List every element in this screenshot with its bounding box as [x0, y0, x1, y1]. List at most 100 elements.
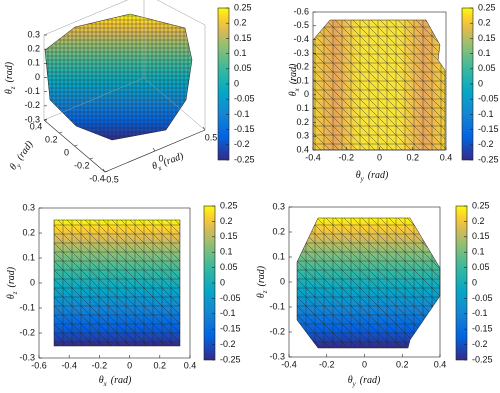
- x-tick-label: 0.4: [434, 359, 447, 369]
- x-tick-label: -0.6: [31, 360, 47, 370]
- colorbar-tick-label: -0.05: [478, 94, 499, 104]
- x-tick-label: -0.4: [281, 359, 297, 369]
- y-axis-label: θx (rad): [288, 63, 300, 96]
- y-tick-label: -0.3: [269, 351, 285, 361]
- y-axis-label-unit: (rad): [288, 63, 299, 84]
- colorbar-tick-label: 0.2: [472, 216, 485, 226]
- x-tick-label: 0.4: [440, 152, 453, 162]
- y-axis-label-symbol: θ: [256, 293, 267, 298]
- x-tick: [152, 147, 156, 152]
- colorbar-tick-label: 0.05: [220, 262, 238, 272]
- colorbar-tick-label: -0.1: [220, 308, 236, 318]
- x-tick-label: 0.2: [154, 360, 167, 370]
- x-tick-label: -0.2: [319, 359, 335, 369]
- y-tick-label: 0.3: [272, 201, 285, 211]
- x-tick-label: 0.5: [205, 132, 218, 142]
- colorbar-tick-label: 0.15: [220, 231, 238, 241]
- colorbar-tick-label: 0.25: [234, 2, 252, 12]
- y-axis-label-unit: (rad): [6, 266, 17, 287]
- colorbar-tick-label: 0.25: [472, 200, 490, 210]
- y-tick-label: 0.4: [30, 121, 43, 131]
- y-axis-label-sub: y: [14, 161, 23, 170]
- y-tick-label: 0.4: [296, 144, 309, 154]
- colorbar-tick-label: 0.2: [478, 18, 491, 28]
- colorbar-tick-label: -0.1: [234, 109, 250, 119]
- x-axis-label: θx(rad): [99, 375, 132, 387]
- y-tick-label: 0.2: [272, 226, 285, 236]
- y-axis-label-sub: x: [293, 87, 301, 92]
- colorbar-tick-label: -0.15: [472, 324, 493, 334]
- colorbar-tick-label: 0.1: [472, 247, 485, 257]
- y-tick: [104, 170, 109, 173]
- surface-front-view: [296, 217, 441, 349]
- colorbar-tick-label: -0.1: [472, 308, 488, 318]
- z-axis-label-sub: z: [9, 86, 17, 90]
- x-axis-label-sub: x: [103, 380, 108, 388]
- y-tick-label: 0: [304, 89, 309, 99]
- z-tick-label: -0.1: [24, 86, 40, 96]
- y-tick: [89, 157, 93, 160]
- colorbar-tick-label: 0.25: [220, 200, 238, 210]
- colorbar-tick-label: 0: [220, 277, 225, 287]
- x-tick: [202, 126, 206, 131]
- y-tick: [59, 131, 63, 134]
- colorbar-tick-label: 0.25: [478, 2, 496, 12]
- colorbar-tick-label: -0.2: [478, 139, 494, 149]
- y-tick-label: -0.1: [293, 75, 309, 85]
- x-axis-label-unit: (rad): [111, 375, 132, 386]
- y-tick-label: -0.2: [269, 326, 285, 336]
- x-axis-label-symbol: θ: [356, 170, 361, 181]
- colorbar-tick-label: 0.15: [478, 33, 496, 43]
- y-tick-label: -0.2: [74, 160, 90, 170]
- z-tick-label: 0.2: [27, 44, 40, 54]
- y-tick-label: -0.2: [293, 62, 309, 72]
- x-axis-label: θx(rad): [151, 151, 186, 174]
- x-tick-label: 0: [127, 360, 132, 370]
- y-tick-label: 0.2: [22, 227, 35, 237]
- y-tick-label: 0.2: [296, 117, 309, 127]
- colorbar-tick-label: 0.1: [478, 48, 491, 58]
- y-axis-label-sub: z: [11, 291, 19, 295]
- x-axis-label: θy (rad): [348, 375, 381, 387]
- y-axis-label: θz (rad): [6, 266, 18, 299]
- y-tick-label: 0: [280, 276, 285, 286]
- y-tick-label: -0.4: [293, 34, 309, 44]
- x-tick-label: 0: [377, 152, 382, 162]
- colorbar-tick-label: -0.1: [478, 109, 494, 119]
- z-axis-label-symbol: θ: [4, 89, 15, 94]
- y-axis-label: θz (rad): [256, 265, 268, 298]
- y-tick-label: -0.6: [293, 6, 309, 16]
- x-tick-label: 0: [158, 153, 163, 163]
- colorbar-tick-label: -0.25: [220, 354, 241, 364]
- colorbar-tick-label: 0.05: [478, 63, 496, 73]
- colorbar-tick-label: -0.15: [478, 124, 499, 134]
- y-tick-label: -0.2: [19, 327, 35, 337]
- z-tick-label: 0.1: [27, 58, 40, 68]
- colorbar-tick-label: 0.1: [234, 48, 247, 58]
- x-axis-label-symbol: θ: [151, 161, 159, 173]
- colorbar-tick-label: -0.15: [234, 124, 255, 134]
- colorbar-tick-label: -0.2: [472, 339, 488, 349]
- colorbar-tick-label: -0.05: [234, 94, 255, 104]
- x-tick-label: 0.2: [396, 359, 409, 369]
- x-axis-label-symbol: θ: [348, 375, 353, 386]
- colorbar-tick-label: 0.05: [234, 63, 252, 73]
- surface-side-view: [53, 219, 181, 347]
- x-tick-label: -0.4: [305, 152, 321, 162]
- x-axis-label-sub: x: [156, 163, 163, 172]
- colorbar-tick-label: -0.25: [472, 354, 493, 364]
- y-tick-label: 0.3: [296, 131, 309, 141]
- x-tick-label: 0: [362, 359, 367, 369]
- colorbar-tick-label: 0: [478, 78, 483, 88]
- x-axis-label: θy (rad): [356, 170, 389, 182]
- z-tick-label: 0: [35, 72, 40, 82]
- x-axis-label-sub: y: [360, 175, 365, 183]
- y-tick-label: -0.1: [19, 302, 35, 312]
- y-tick-label: 0.2: [45, 134, 58, 144]
- y-tick-label: 0: [64, 147, 69, 157]
- z-tick-label: 0.3: [27, 29, 40, 39]
- y-axis-label: θy(rad): [8, 139, 37, 173]
- z-axis-label: θz (rad): [4, 61, 16, 94]
- x-tick-label: 0.4: [184, 360, 197, 370]
- y-tick-label: -0.1: [269, 301, 285, 311]
